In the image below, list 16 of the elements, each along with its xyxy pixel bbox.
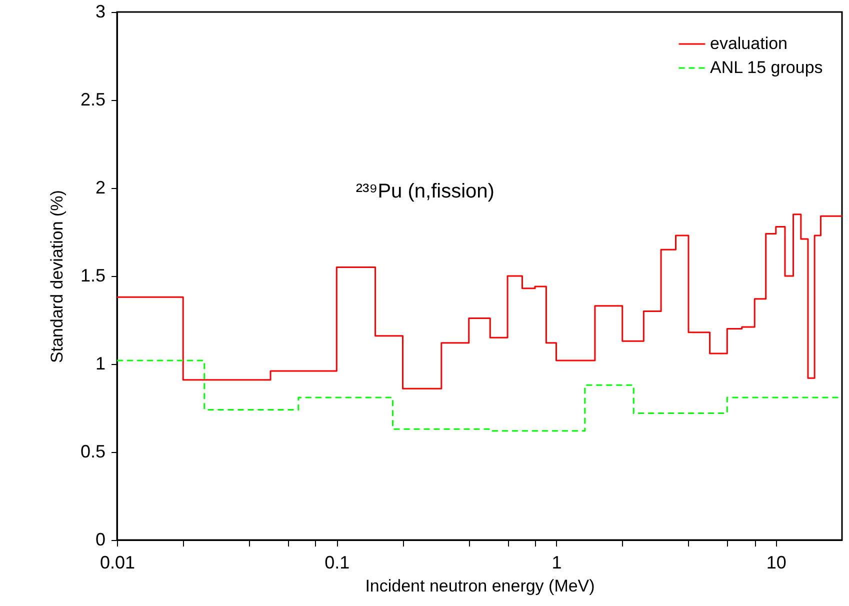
y-tick-label: 1.5 [80,266,106,286]
x-tick-label: 0.1 [324,552,350,572]
y-tick-label: 0 [95,530,106,550]
y-axis-title: Standard deviation (%) [47,190,66,363]
y-tick-label: 1 [95,354,106,374]
legend-label: evaluation [710,34,788,53]
x-axis-title: Incident neutron energy (MeV) [365,576,595,596]
y-tick-label: 0.5 [80,442,106,462]
y-tick-label: 2.5 [80,90,106,110]
y-tick-label: 2 [95,178,106,198]
x-tick-label: 0.01 [100,552,136,572]
x-tick-label: 10 [766,552,786,572]
x-tick-label: 1 [552,552,562,572]
annotation: ²³⁹Pu (n,fission) [356,180,494,203]
legend-label: ANL 15 groups [710,58,823,77]
y-tick-label: 3 [95,2,106,22]
